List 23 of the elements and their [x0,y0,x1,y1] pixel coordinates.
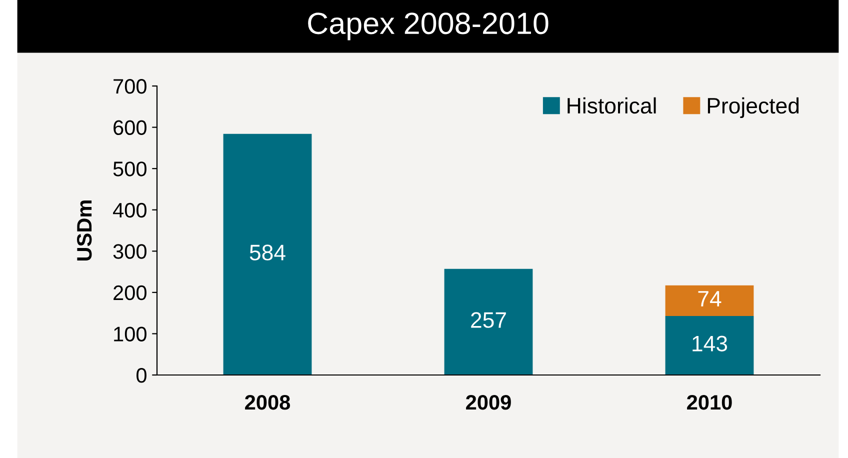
legend-label: Projected [708,97,799,118]
bar [223,134,312,375]
x-tick-label: 2008 [245,394,290,410]
y-tick-label: 300 [113,244,146,259]
x-tick-label: 2010 [687,394,732,410]
y-tick-label: 400 [113,202,146,218]
chart-title: Capex 2008-2010 [308,12,548,40]
data-label: 74 [698,291,722,306]
x-tick-label: 2009 [466,394,511,410]
y-tick-label: 0 [136,368,146,383]
y-tick-label: 200 [114,285,146,300]
bar [665,285,754,316]
data-label: 584 [250,244,286,260]
y-tick-label: 700 [114,79,146,94]
data-label: 257 [471,312,506,328]
y-tick-label: 100 [114,326,146,342]
y-tick-label: 600 [114,120,146,136]
bar [444,268,533,375]
data-label: 143 [692,336,728,352]
y-tick-label: 500 [113,162,146,176]
y-axis-title: USDm [76,200,92,261]
legend-label: Historical [568,97,656,114]
bar [665,316,754,375]
